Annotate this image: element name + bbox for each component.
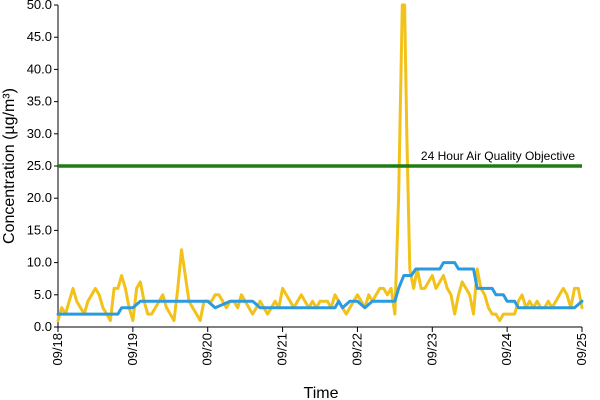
y-tick-label: 25.0	[27, 158, 52, 173]
x-tick-label: 09/22	[349, 333, 364, 366]
x-axis-label: Time	[304, 385, 339, 400]
series-lines	[56, 3, 584, 323]
y-tick-label: 30.0	[27, 126, 52, 141]
y-tick-label: 5.0	[34, 287, 52, 302]
series-line-1	[56, 3, 584, 323]
x-tick-label: 09/21	[275, 333, 290, 366]
x-tick-label: 09/20	[200, 333, 215, 366]
y-tick-label: 45.0	[27, 29, 52, 44]
x-tick-label: 09/24	[499, 333, 514, 366]
x-axis-ticks: 09/18 09/19 09/20 09/21 09/22 09/23 09/24 09/25	[50, 327, 589, 366]
x-tick-label: 09/25	[574, 333, 589, 366]
x-tick-label: 09/18	[50, 333, 65, 366]
x-tick-label: 09/19	[125, 333, 140, 366]
y-tick-label: 35.0	[27, 94, 52, 109]
series-line-2	[56, 261, 584, 316]
y-tick-label: 10.0	[27, 255, 52, 270]
y-axis-ticks: 0.0 5.0 10.0 15.0 20.0 25.0 30.0 35.0 40.0 45.0 50…	[27, 0, 58, 334]
y-tick-label: 50.0	[27, 0, 52, 12]
y-tick-label: 40.0	[27, 61, 52, 76]
y-axis-label: Concentration (µg/m³)	[1, 88, 18, 244]
y-tick-label: 15.0	[27, 222, 52, 237]
y-tick-label: 0.0	[34, 319, 52, 334]
y-tick-label: 20.0	[27, 190, 52, 205]
objective-label: 24 Hour Air Quality Objective	[421, 149, 575, 163]
objective-group: 24 Hour Air Quality Objective	[58, 149, 582, 168]
x-tick-label: 09/23	[424, 333, 439, 366]
